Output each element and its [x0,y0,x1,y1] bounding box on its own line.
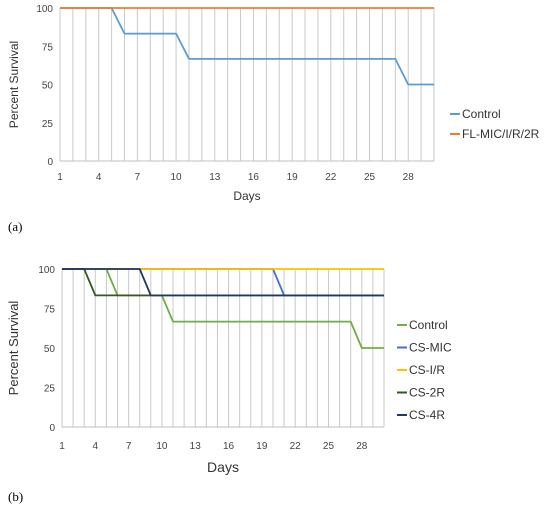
x-tick-label: 22 [325,172,337,183]
legend-label: CS-MIC [409,341,452,355]
x-tick-label: 4 [93,441,99,452]
panel-label: (a) [8,219,22,234]
legend-label: FL-MIC/I/R/2R [462,127,540,141]
x-tick-label: 25 [323,441,335,452]
x-tick-label: 28 [356,441,368,452]
y-tick-label: 25 [42,119,54,130]
y-tick-label: 75 [44,305,56,316]
x-tick-label: 19 [256,441,268,452]
legend-label: CS-2R [409,386,445,400]
series-line-control [60,7,434,86]
legend-label: Control [462,107,501,121]
legend-label: Control [409,318,448,332]
y-tick-label: 0 [47,157,53,168]
x-tick-label: 1 [57,172,63,183]
y-tick-label: 50 [44,344,56,355]
series-line-cs-2r [62,268,384,297]
y-tick-label: 75 [42,42,54,53]
y-axis-title: Percent Survival [7,41,21,128]
y-tick-label: 25 [44,384,56,395]
x-tick-label: 1 [59,441,65,452]
x-tick-label: 4 [96,172,102,183]
y-axis-title: Percent Survival [6,301,21,396]
x-tick-label: 19 [287,172,299,183]
x-tick-label: 28 [403,172,415,183]
x-tick-label: 22 [290,441,302,452]
panel-label: (b) [8,489,23,504]
x-tick-label: 25 [364,172,376,183]
x-tick-label: 10 [171,172,183,183]
y-tick-label: 100 [36,4,53,15]
x-axis-title: Days [233,189,260,203]
y-tick-label: 0 [49,423,55,434]
x-tick-label: 13 [190,441,202,452]
legend-label: CS-I/R [409,363,445,377]
y-tick-label: 100 [38,265,55,276]
x-tick-label: 16 [248,172,260,183]
y-tick-label: 50 [42,81,54,92]
x-axis-title: Days [207,459,239,475]
x-tick-label: 7 [135,172,141,183]
chart-b: 0 25 50 75 100 1 4 7 10 13 16 19 22 25 28 Days Percent S… [6,265,452,504]
x-tick-label: 10 [156,441,168,452]
chart-a: 0 25 50 75 100 1 4 7 10 13 16 19 22 25 28 Days Percent S… [7,4,540,234]
x-tick-label: 16 [223,441,235,452]
x-tick-label: 7 [126,441,132,452]
series-line-cs-4r [62,268,384,297]
series-line-control [62,268,384,349]
series-line-cs-mic [62,268,384,297]
x-tick-label: 13 [209,172,221,183]
legend-label: CS-4R [409,408,445,422]
